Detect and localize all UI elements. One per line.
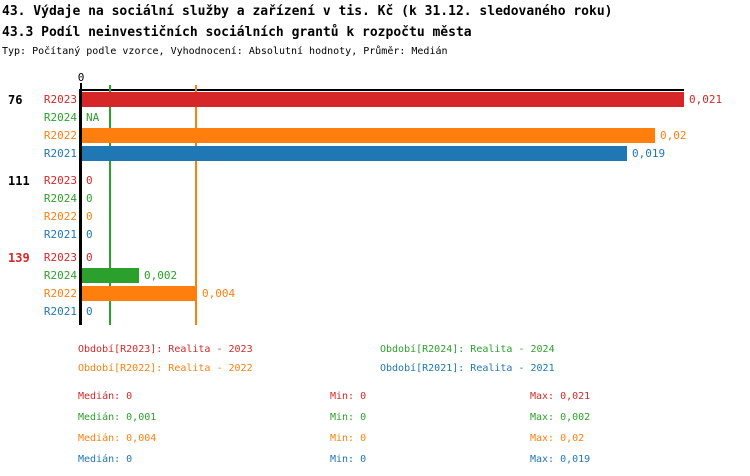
bar-value-label: 0,004	[202, 287, 236, 300]
stat-max-cell-r2023: Max: 0,021	[530, 391, 591, 402]
group-label-76: 76	[8, 93, 23, 107]
bar-value-label: NA	[86, 111, 100, 124]
axis-zero-line	[79, 89, 82, 325]
chart-subtitle: 43.3 Podíl neinvestičních sociálních gra…	[2, 25, 472, 40]
bar-76-r2022	[82, 128, 655, 143]
bar-value-label: 0	[86, 210, 93, 223]
bar-76-r2021	[82, 146, 627, 161]
bar-value-label: 0	[86, 228, 93, 241]
bar-139-r2024	[82, 268, 139, 283]
stat-min-cell-r2022: Min: 0	[330, 433, 367, 444]
stat-min-cell-r2024: Min: 0	[330, 412, 367, 423]
axis-top-line	[79, 89, 684, 91]
group-label-139: 139	[8, 251, 30, 265]
stat-min-cell-r2021: Min: 0	[330, 454, 367, 465]
legend-item-r2022: Období[R2022]: Realita - 2022	[78, 363, 253, 374]
median-marker-r2022	[195, 85, 197, 325]
stat-median-cell-r2024: Medián: 0,001	[78, 412, 157, 423]
row-label-r2024: R2024	[43, 111, 77, 124]
axis-tick-zero	[80, 83, 82, 89]
row-label-r2023: R2023	[43, 251, 77, 264]
bar-value-label: 0	[86, 174, 93, 187]
row-label-r2023: R2023	[43, 174, 77, 187]
row-label-r2021: R2021	[43, 147, 77, 160]
chart-meta: Typ: Počítaný podle vzorce, Vyhodnocení:…	[2, 46, 448, 57]
bar-value-label: 0,021	[689, 93, 723, 106]
stat-median-cell-r2022: Medián: 0,004	[78, 433, 157, 444]
median-marker-r2024	[109, 85, 111, 325]
bar-139-r2022	[82, 286, 197, 301]
bar-value-label: 0,002	[144, 269, 178, 282]
row-label-r2023: R2023	[43, 93, 77, 106]
bar-76-r2023	[82, 92, 684, 107]
bar-value-label: 0,019	[632, 147, 666, 160]
row-label-r2022: R2022	[43, 287, 77, 300]
bar-value-label: 0,02	[660, 129, 687, 142]
chart-title: 43. Výdaje na sociální služby a zařízení…	[2, 4, 613, 19]
legend-item-r2024: Období[R2024]: Realita - 2024	[380, 344, 555, 355]
bar-value-label: 0	[86, 192, 93, 205]
legend-item-r2021: Období[R2021]: Realita - 2021	[380, 363, 555, 374]
stat-median-cell-r2021: Medián: 0	[78, 454, 133, 465]
stat-max-cell-r2022: Max: 0,02	[530, 433, 585, 444]
bar-value-label: 0	[86, 305, 93, 318]
legend-item-r2023: Období[R2023]: Realita - 2023	[78, 344, 253, 355]
stat-max-cell-r2021: Max: 0,019	[530, 454, 591, 465]
stat-max-cell-r2024: Max: 0,002	[530, 412, 591, 423]
row-label-r2022: R2022	[43, 129, 77, 142]
row-label-r2022: R2022	[43, 210, 77, 223]
stat-median-cell-r2023: Medián: 0	[78, 391, 133, 402]
bar-value-label: 0	[86, 251, 93, 264]
row-label-r2021: R2021	[43, 305, 77, 318]
row-label-r2024: R2024	[43, 269, 77, 282]
row-label-r2021: R2021	[43, 228, 77, 241]
row-label-r2024: R2024	[43, 192, 77, 205]
group-label-111: 111	[8, 174, 30, 188]
axis-tick-label-zero: 0	[77, 71, 85, 84]
stat-min-cell-r2023: Min: 0	[330, 391, 367, 402]
